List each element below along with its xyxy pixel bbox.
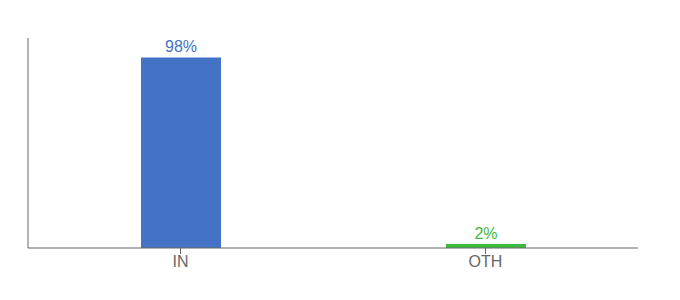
svg-text:OTH: OTH [469,253,503,270]
svg-text:2%: 2% [474,225,497,242]
svg-text:IN: IN [173,253,189,270]
svg-text:98%: 98% [165,38,197,55]
